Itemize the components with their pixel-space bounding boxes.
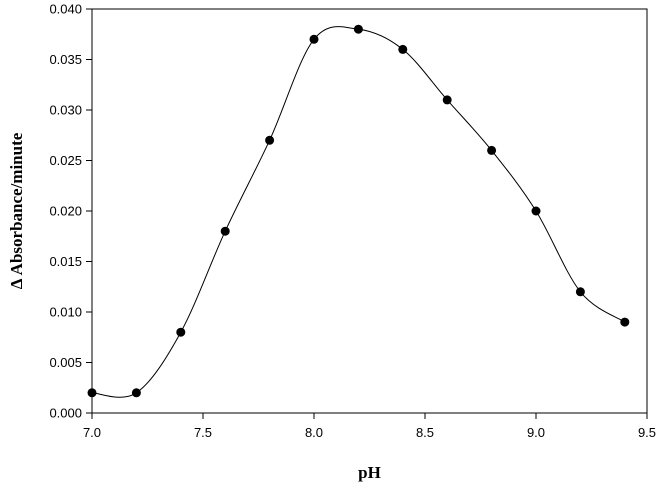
data-point [176, 327, 186, 337]
y-tick-label: 0.005 [49, 355, 82, 370]
data-point [353, 24, 363, 34]
y-axis-title: Δ Absorbance/minute [7, 132, 26, 289]
x-tick-label: 8.0 [305, 425, 323, 440]
y-axis: 0.000 0.005 0.010 0.015 0.020 0.025 0.030 0.035… [49, 2, 92, 421]
data-points [87, 24, 630, 398]
y-tick-label: 0.000 [49, 406, 82, 421]
x-axis: 7.0 7.5 8.0 8.5 9.0 9.5 [83, 413, 656, 440]
data-point [220, 226, 230, 236]
data-point [398, 44, 408, 54]
data-point [575, 287, 585, 297]
y-tick-label: 0.015 [49, 254, 82, 269]
x-tick-label: 7.0 [83, 425, 101, 440]
y-tick-label: 0.040 [49, 2, 82, 17]
data-point [265, 135, 275, 145]
x-tick-label: 9.0 [527, 425, 545, 440]
series-curve [91, 26, 626, 398]
x-tick-label: 9.5 [638, 425, 656, 440]
data-point [131, 388, 141, 398]
y-tick-label: 0.030 [49, 103, 82, 118]
y-tick-label: 0.010 [49, 305, 82, 320]
x-tick-label: 8.5 [416, 425, 434, 440]
data-point [442, 95, 452, 105]
x-tick-label: 7.5 [194, 425, 212, 440]
plot-frame [91, 8, 648, 414]
data-point [620, 317, 630, 327]
y-tick-label: 0.035 [49, 52, 82, 67]
data-point [487, 145, 497, 155]
data-point [531, 206, 541, 216]
y-tick-label: 0.020 [49, 204, 82, 219]
x-axis-title: pH [358, 463, 381, 482]
data-point [87, 388, 97, 398]
y-tick-label: 0.025 [49, 153, 82, 168]
data-point [309, 34, 319, 44]
